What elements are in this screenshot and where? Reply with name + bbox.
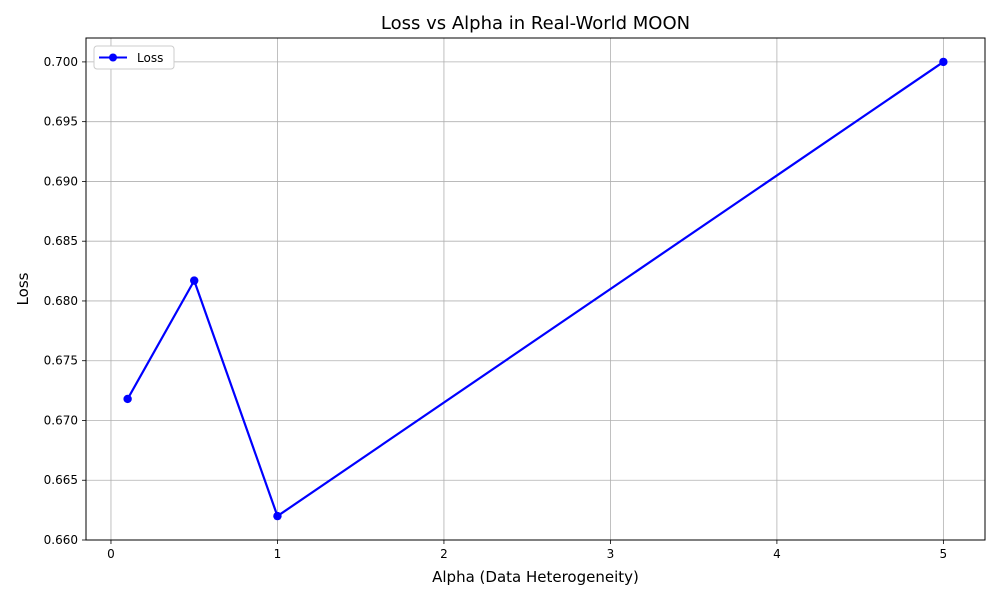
x-tick-label: 0 — [107, 547, 115, 561]
x-axis-title: Alpha (Data Heterogeneity) — [432, 568, 639, 586]
legend-entry-loss: Loss — [137, 51, 163, 65]
y-tick-label: 0.675 — [44, 354, 78, 368]
data-point — [123, 394, 132, 404]
data-point — [273, 511, 282, 521]
x-tick-label: 5 — [940, 547, 948, 561]
y-tick-label: 0.690 — [44, 174, 78, 188]
y-tick-label: 0.660 — [44, 533, 78, 547]
y-tick-label: 0.670 — [44, 413, 78, 427]
legend-box — [93, 45, 175, 70]
y-tick-label: 0.680 — [44, 294, 78, 308]
data-point — [190, 276, 199, 285]
chart-title: Loss vs Alpha in Real-World MOON — [381, 13, 690, 34]
y-tick-label: 0.695 — [44, 115, 78, 129]
plot-frame — [85, 37, 986, 541]
legend-marker-swatch — [109, 53, 117, 62]
grid-lines — [86, 38, 985, 541]
x-tick-label: 3 — [607, 547, 615, 561]
series-layer — [123, 57, 948, 521]
data-point — [939, 57, 948, 67]
legend: Loss — [93, 45, 175, 70]
series-line-loss — [126, 60, 944, 518]
y-tick-label: 0.665 — [44, 473, 78, 487]
axis-ticks: 0 1 2 3 4 5 0.660 0.665 0.670 0.675 0.680 0.685 0.69… — [44, 55, 948, 561]
x-tick-label: 4 — [773, 547, 781, 561]
y-axis-title: Loss — [14, 272, 32, 305]
x-tick-label: 1 — [274, 547, 282, 561]
y-tick-label: 0.685 — [44, 234, 78, 248]
x-tick-label: 2 — [440, 547, 448, 561]
y-tick-label: 0.700 — [44, 55, 78, 69]
